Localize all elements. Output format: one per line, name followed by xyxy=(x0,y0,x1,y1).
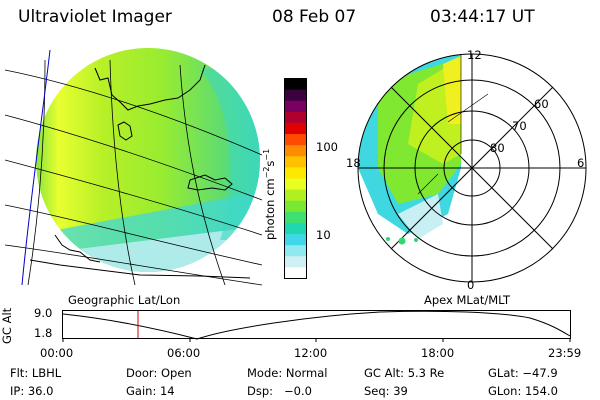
polar-plot xyxy=(357,53,587,283)
colorbar-band xyxy=(284,222,307,235)
time-tick-1200: 12:00 xyxy=(294,346,328,360)
info-glat: GLat: −47.9 xyxy=(488,366,558,380)
apex-caption: Apex MLat/MLT xyxy=(424,293,511,307)
geographic-caption: Geographic Lat/Lon xyxy=(68,293,181,307)
altitude-curve xyxy=(62,310,571,340)
colorbar-tick-10: 10 xyxy=(316,228,331,242)
mlt-label-12: 12 xyxy=(467,48,482,62)
info-mode: Mode: Normal xyxy=(247,366,328,380)
colorbar-band xyxy=(284,256,307,268)
lat-label-80: 80 xyxy=(490,141,505,155)
colorbar-band xyxy=(284,234,307,246)
colorbar-unit-label: photon cm−2s−1 xyxy=(262,148,277,240)
altitude-strip-chart xyxy=(62,310,571,342)
colorbar-band xyxy=(284,167,307,179)
info-gc-alt: GC Alt: 5.3 Re xyxy=(364,366,445,380)
info-seq: Seq: 39 xyxy=(364,384,408,398)
lat-lon-grid xyxy=(4,59,263,286)
info-dsp: Dsp: −0.0 xyxy=(247,384,312,398)
mlt-label-18: 18 xyxy=(346,156,361,170)
colorbar-band xyxy=(284,200,307,213)
aurora-image xyxy=(36,48,260,272)
colorbar-band xyxy=(284,78,307,91)
time-tick-2359: 23:59 xyxy=(548,346,582,360)
colorbar xyxy=(284,78,307,279)
info-gain: Gain: 14 xyxy=(126,384,175,398)
time-label: 03:44:17 UT xyxy=(430,7,535,27)
time-tick-1800: 18:00 xyxy=(421,346,455,360)
polar-boundary xyxy=(417,54,489,195)
polar-data-dots xyxy=(386,237,418,245)
colorbar-band xyxy=(284,111,307,124)
colorbar-band xyxy=(284,145,307,157)
info-door: Door: Open xyxy=(126,366,192,380)
gc-alt-axis-title: GC Alt xyxy=(0,307,14,344)
colorbar-band xyxy=(284,267,307,279)
lat-label-70: 70 xyxy=(512,119,527,133)
alt-max-label: 9.0 xyxy=(34,306,53,320)
colorbar-band xyxy=(284,134,307,146)
time-tick-0600: 06:00 xyxy=(167,346,201,360)
alt-min-label: 1.8 xyxy=(34,326,53,340)
colorbar-band xyxy=(284,189,307,202)
lat-label-60: 60 xyxy=(534,97,549,111)
colorbar-band xyxy=(284,245,307,257)
polar-grid xyxy=(357,53,587,283)
colorbar-tick-100: 100 xyxy=(316,140,338,154)
mlt-label-0: 0 xyxy=(467,278,475,292)
instrument-title: Ultraviolet Imager xyxy=(18,7,172,27)
colorbar-band xyxy=(284,156,307,168)
mlt-label-6: 6 xyxy=(577,156,585,170)
colorbar-band xyxy=(284,89,307,102)
info-flt: Flt: LBHL xyxy=(10,366,62,380)
colorbar-band xyxy=(284,100,307,113)
colorbar-band xyxy=(284,211,307,224)
date-label: 08 Feb 07 xyxy=(272,7,357,27)
geographic-map xyxy=(4,48,263,286)
info-glon: GLon: 154.0 xyxy=(488,384,558,398)
colorbar-band xyxy=(284,122,307,135)
polar-aurora-image xyxy=(358,54,461,239)
info-ip: IP: 36.0 xyxy=(10,384,54,398)
colorbar-band xyxy=(284,178,307,191)
time-tick-0000: 00:00 xyxy=(40,346,74,360)
terminator-line xyxy=(21,49,51,286)
